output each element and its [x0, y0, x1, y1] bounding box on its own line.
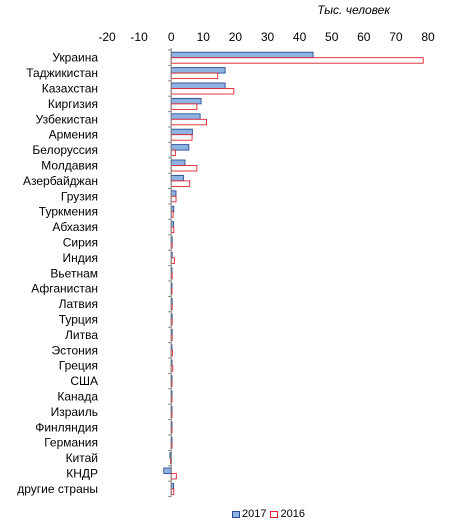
category-label-17: Турция — [59, 313, 98, 327]
legend-item-2016: 2016 — [270, 508, 305, 520]
category-label-14: Вьетнам — [50, 266, 98, 280]
x-tick-label-6: 40 — [293, 30, 307, 44]
bar-2016-2 — [170, 88, 235, 95]
legend-swatch-2016 — [270, 510, 279, 518]
bar-2017-1 — [170, 67, 226, 74]
x-tick-label-9: 70 — [389, 30, 403, 44]
bar-2017-3 — [170, 97, 202, 105]
legend-label-2016: 2016 — [280, 508, 305, 520]
category-label-26: Китай — [66, 451, 98, 465]
category-label-19: Эстония — [52, 343, 99, 357]
category-label-2: Казахстан — [42, 82, 98, 96]
category-label-28: другие страны — [17, 482, 98, 496]
category-label-6: Белоруссия — [32, 143, 98, 157]
category-label-22: Канада — [57, 390, 98, 404]
category-label-20: Греция — [59, 359, 98, 373]
category-label-12: Сирия — [63, 236, 98, 250]
legend-item-2017: 2017 — [232, 508, 266, 520]
x-tick-label-8: 60 — [357, 30, 371, 44]
x-tick-label-5: 30 — [261, 30, 275, 44]
bar-2016-8 — [170, 180, 191, 187]
category-label-3: Киргизия — [48, 97, 98, 111]
category-label-23: Израиль — [51, 405, 98, 419]
category-label-10: Туркмения — [39, 205, 98, 219]
x-tick-label-3: 10 — [197, 30, 211, 44]
category-label-4: Узбекистан — [36, 112, 98, 126]
category-label-9: Грузия — [61, 189, 98, 203]
x-tick-label-7: 50 — [325, 30, 339, 44]
bar-2017-5 — [170, 128, 193, 136]
category-label-13: Индия — [63, 251, 98, 265]
category-label-7: Молдавия — [41, 159, 98, 173]
x-tick-label-2: 0 — [168, 30, 175, 44]
category-label-24: Финляндия — [35, 420, 98, 434]
bar-2017-2 — [170, 82, 226, 89]
bar-2016-7 — [170, 165, 198, 172]
x-tick-label-1: -10 — [130, 30, 148, 44]
bar-2017-4 — [170, 113, 201, 120]
category-label-8: Азербайджан — [23, 174, 98, 188]
bar-2016-5 — [170, 134, 193, 141]
category-label-25: Германия — [44, 436, 98, 450]
bar-2016-27 — [170, 473, 177, 480]
category-label-0: Украина — [52, 51, 98, 65]
x-tick-label-4: 20 — [229, 30, 243, 44]
category-label-16: Латвия — [59, 297, 98, 311]
legend: 2017 2016 — [232, 508, 305, 520]
bar-2017-0 — [170, 51, 314, 59]
category-label-27: КНДР — [66, 467, 98, 481]
bar-2016-4 — [170, 118, 207, 126]
bar-2016-1 — [170, 72, 219, 80]
legend-swatch-2017 — [232, 510, 240, 518]
bar-2017-7 — [170, 159, 186, 166]
bar-2016-9 — [170, 195, 177, 203]
bar-2017-6 — [170, 144, 190, 151]
category-label-11: Абхазия — [52, 220, 98, 234]
x-tick-label-0: -20 — [98, 30, 116, 44]
category-label-5: Армения — [49, 128, 98, 142]
bar-2017-9 — [170, 190, 177, 197]
bar-2016-3 — [170, 103, 198, 110]
unit-label: Тыс. человек — [317, 3, 390, 17]
legend-label-2017: 2017 — [242, 508, 267, 520]
category-label-18: Литва — [65, 328, 98, 342]
x-tick-label-10: 80 — [421, 30, 435, 44]
category-label-15: Афганистан — [31, 282, 98, 296]
category-label-21: США — [70, 374, 98, 388]
category-label-1: Таджикистан — [26, 66, 98, 80]
bar-2016-6 — [170, 149, 176, 157]
bar-2017-27 — [163, 467, 172, 474]
bar-2016-0 — [170, 57, 424, 64]
bar-2017-8 — [170, 174, 184, 182]
